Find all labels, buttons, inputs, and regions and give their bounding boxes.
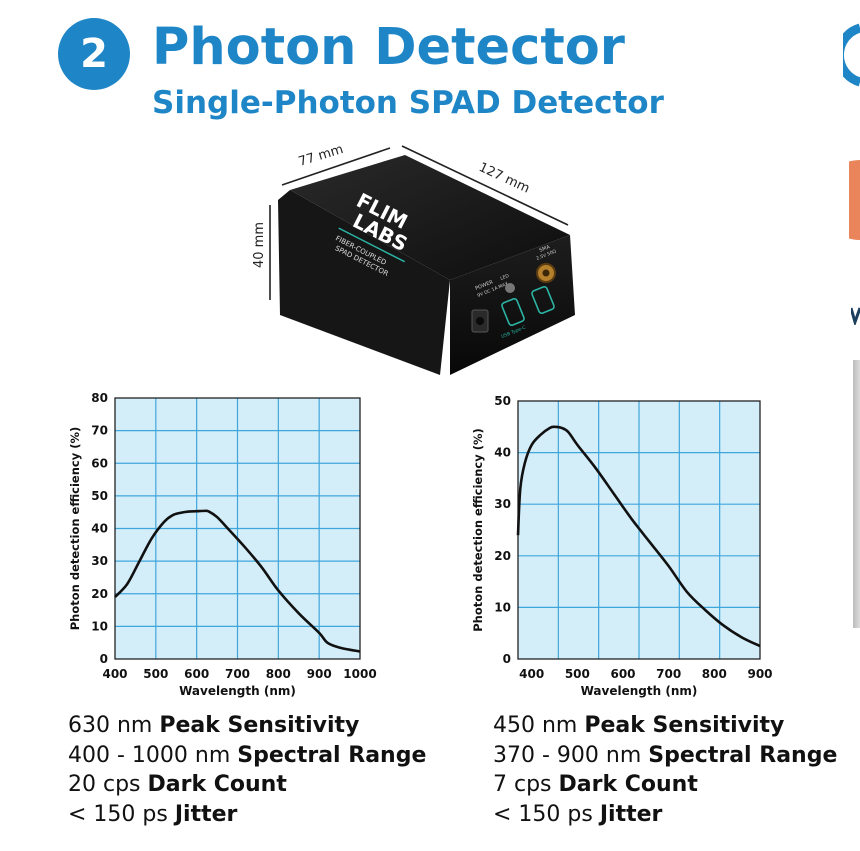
specs-right: 450 nm Peak Sensitivity 370 - 900 nm Spe… xyxy=(493,711,837,829)
pde-curve xyxy=(516,425,761,648)
y-tick-label: 20 xyxy=(91,587,108,601)
spec-line: 7 cps Dark Count xyxy=(493,772,698,797)
device-top-face xyxy=(290,155,570,280)
y-tick-label: 30 xyxy=(91,554,108,568)
x-tick-label: 800 xyxy=(702,667,727,681)
dim-length-label: 127 mm xyxy=(476,160,532,197)
y-tick-label: 80 xyxy=(91,391,108,405)
pde-chart-left: 400 500 600 700 800 900 1000 0 10 20 30 40 50 60 70 80 W… xyxy=(68,391,377,698)
y-axis-label: Photon detection efficiency (%) xyxy=(68,427,82,631)
step-number-badge: 2 xyxy=(58,18,130,90)
step-number: 2 xyxy=(80,31,108,77)
y-tick-label: 10 xyxy=(494,600,511,614)
svg-text:SMA: SMA xyxy=(539,244,552,254)
x-tick-label: 800 xyxy=(266,667,291,681)
x-tick-label: 400 xyxy=(519,667,544,681)
x-tick-label: 600 xyxy=(184,667,209,681)
spec-line: 20 cps Dark Count xyxy=(68,772,287,797)
x-tick-label: 900 xyxy=(747,667,772,681)
device-left-face xyxy=(278,190,450,375)
x-tick-label: 700 xyxy=(225,667,250,681)
y-tick-label: 40 xyxy=(494,446,511,460)
dimension-lines xyxy=(269,145,569,300)
y-tick-label: 60 xyxy=(91,456,108,470)
x-tick-label: 500 xyxy=(565,667,590,681)
spec-line: 370 - 900 nm Spectral Range xyxy=(493,742,838,768)
page-subtitle: Single-Photon SPAD Detector xyxy=(152,85,664,121)
spec-line: 400 - 1000 nm Spectral Range xyxy=(68,742,427,768)
spec-line: < 150 ps Jitter xyxy=(68,801,238,827)
pde-curve xyxy=(114,509,361,653)
usb-port-icon-2 xyxy=(531,285,555,315)
x-tick-label: 600 xyxy=(610,667,635,681)
next-step-badge-edge xyxy=(843,23,860,87)
page-title: Photon Detector xyxy=(152,18,625,77)
cropped-letter-edge xyxy=(851,307,860,325)
dim-height-label: 40 mm xyxy=(252,222,267,268)
orange-circle-edge xyxy=(849,160,860,240)
x-tick-label: 700 xyxy=(656,667,681,681)
y-tick-label: 50 xyxy=(91,489,108,503)
y-tick-label: 10 xyxy=(91,619,108,633)
y-axis-label: Photon detection efficiency (%) xyxy=(471,428,485,632)
x-tick-label: 1000 xyxy=(343,667,376,681)
y-tick-label: 20 xyxy=(494,549,511,563)
x-tick-label: 500 xyxy=(143,667,168,681)
y-tick-label: 70 xyxy=(91,424,108,438)
spec-line: 630 nm Peak Sensitivity xyxy=(68,713,360,738)
spad-detector-photo: 77 mm 127 mm 40 mm FLIM LABS FIBER-COUPL… xyxy=(252,142,575,375)
status-led-icon xyxy=(505,283,515,293)
x-tick-label: 400 xyxy=(102,667,127,681)
y-tick-label: 0 xyxy=(100,652,108,666)
specs-left: 630 nm Peak Sensitivity 400 - 1000 nm Sp… xyxy=(68,711,426,829)
spec-line: 450 nm Peak Sensitivity xyxy=(493,713,785,738)
x-axis-label: Wavelength (nm) xyxy=(581,684,698,698)
gray-panel-edge xyxy=(853,360,860,628)
plot-frame xyxy=(114,397,361,660)
y-tick-label: 40 xyxy=(91,522,108,536)
spec-line: < 150 ps Jitter xyxy=(493,801,663,827)
x-axis-label: Wavelength (nm) xyxy=(179,684,296,698)
x-tick-label: 900 xyxy=(307,667,332,681)
usb-port-icon xyxy=(501,297,525,327)
pde-chart-right: 400 500 600 700 800 900 0 10 20 30 40 50 Wavelength … xyxy=(471,394,773,698)
svg-text:LED: LED xyxy=(500,273,511,282)
y-tick-label: 50 xyxy=(494,394,511,408)
y-tick-label: 30 xyxy=(494,497,511,511)
y-tick-label: 0 xyxy=(503,652,511,666)
